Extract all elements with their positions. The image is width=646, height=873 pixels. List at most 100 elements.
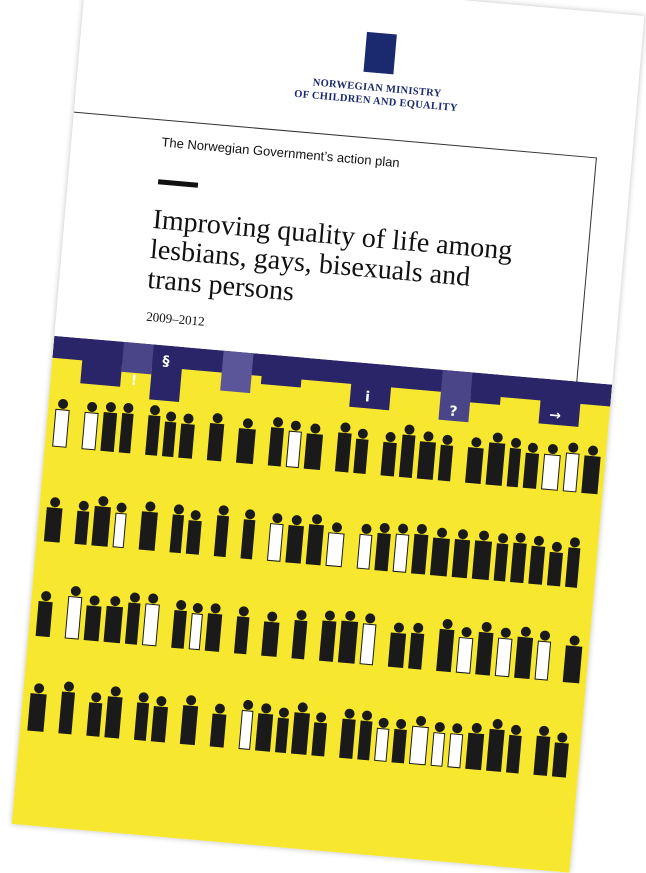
person-body: [214, 516, 228, 557]
person-body: [241, 520, 255, 559]
person-body: [552, 743, 568, 777]
person-body: [582, 456, 600, 494]
person-head: [570, 537, 581, 548]
person-head: [461, 627, 472, 638]
person-head: [297, 702, 308, 713]
person-body: [360, 624, 376, 665]
person-body: [566, 548, 580, 587]
person-body: [456, 638, 472, 674]
person-body: [563, 453, 579, 492]
person-head: [365, 613, 376, 624]
banner-block: [80, 338, 124, 386]
banner-block: [349, 362, 393, 410]
person-head: [479, 530, 490, 541]
person-body: [354, 439, 368, 473]
person-body: [431, 733, 445, 767]
person-head: [70, 586, 81, 597]
person-head: [110, 686, 121, 697]
person-body: [392, 729, 406, 762]
person-body: [101, 413, 117, 452]
person-head: [50, 497, 61, 508]
person-head: [394, 622, 405, 633]
person-body: [113, 513, 126, 547]
person-body: [437, 629, 454, 671]
period: 2009–2012: [146, 309, 206, 330]
person-head: [238, 606, 249, 617]
person-head: [245, 509, 256, 520]
person-head: [492, 719, 503, 730]
person-head: [437, 527, 448, 538]
person-body: [44, 508, 62, 542]
person-head: [500, 627, 511, 638]
person-head: [557, 732, 568, 743]
person-body: [388, 633, 405, 667]
person-head: [130, 592, 141, 603]
person-head: [78, 500, 89, 511]
person-head: [156, 696, 167, 707]
person-body: [529, 546, 545, 584]
person-head: [416, 716, 427, 727]
person-head: [192, 603, 203, 614]
person-body: [511, 543, 527, 582]
person-head: [379, 523, 390, 534]
person-body: [210, 714, 226, 747]
person-head: [279, 707, 290, 718]
person-body: [146, 416, 160, 456]
tab-mark: [158, 179, 198, 187]
person-head: [332, 522, 343, 533]
person-body: [357, 534, 372, 569]
person-body: [142, 604, 159, 646]
person-body: [205, 614, 221, 652]
person-head: [396, 719, 407, 730]
person-body: [452, 540, 469, 578]
page: NORWEGIAN MINISTRY OF CHILDREN AND EQUAL…: [0, 0, 646, 866]
person-head: [413, 622, 424, 633]
banner-icon: ?: [449, 404, 458, 421]
person-body: [412, 534, 428, 574]
person-body: [286, 431, 301, 467]
person-body: [494, 544, 508, 581]
person-body: [186, 521, 201, 555]
person-head: [520, 626, 531, 637]
person-body: [207, 424, 223, 461]
person-head: [511, 724, 522, 735]
person-body: [53, 409, 70, 447]
person-head: [452, 723, 463, 734]
cover: NORWEGIAN MINISTRY OF CHILDREN AND EQUAL…: [12, 0, 645, 873]
person-head: [148, 593, 159, 604]
person-body: [105, 697, 122, 738]
person-head: [515, 532, 526, 543]
person-head: [210, 603, 221, 614]
person-body: [65, 596, 82, 639]
person-body: [381, 442, 396, 475]
person-body: [326, 533, 344, 567]
person-head: [272, 513, 283, 524]
person-body: [304, 434, 322, 470]
person-head: [361, 523, 372, 534]
banner-icon: →: [549, 407, 562, 424]
person-head: [110, 596, 121, 607]
person-body: [268, 428, 283, 466]
person-body: [466, 448, 484, 484]
person-head: [551, 541, 562, 552]
person-head: [186, 695, 197, 706]
person-head: [145, 501, 156, 512]
banner-block: [261, 354, 303, 387]
person-head: [267, 611, 278, 622]
person-body: [535, 641, 551, 680]
person-body: [486, 443, 505, 485]
person-head: [89, 595, 100, 606]
person-body: [104, 606, 122, 642]
person-head: [41, 591, 52, 602]
person-body: [125, 603, 140, 644]
person-body: [487, 729, 505, 771]
person-body: [563, 646, 582, 683]
person-head: [540, 630, 551, 641]
person-body: [335, 433, 351, 472]
person-body: [466, 733, 484, 769]
person-head: [434, 722, 445, 733]
person-body: [338, 621, 357, 663]
person-body: [306, 525, 323, 565]
person-body: [59, 692, 75, 734]
person-body: [312, 723, 327, 756]
